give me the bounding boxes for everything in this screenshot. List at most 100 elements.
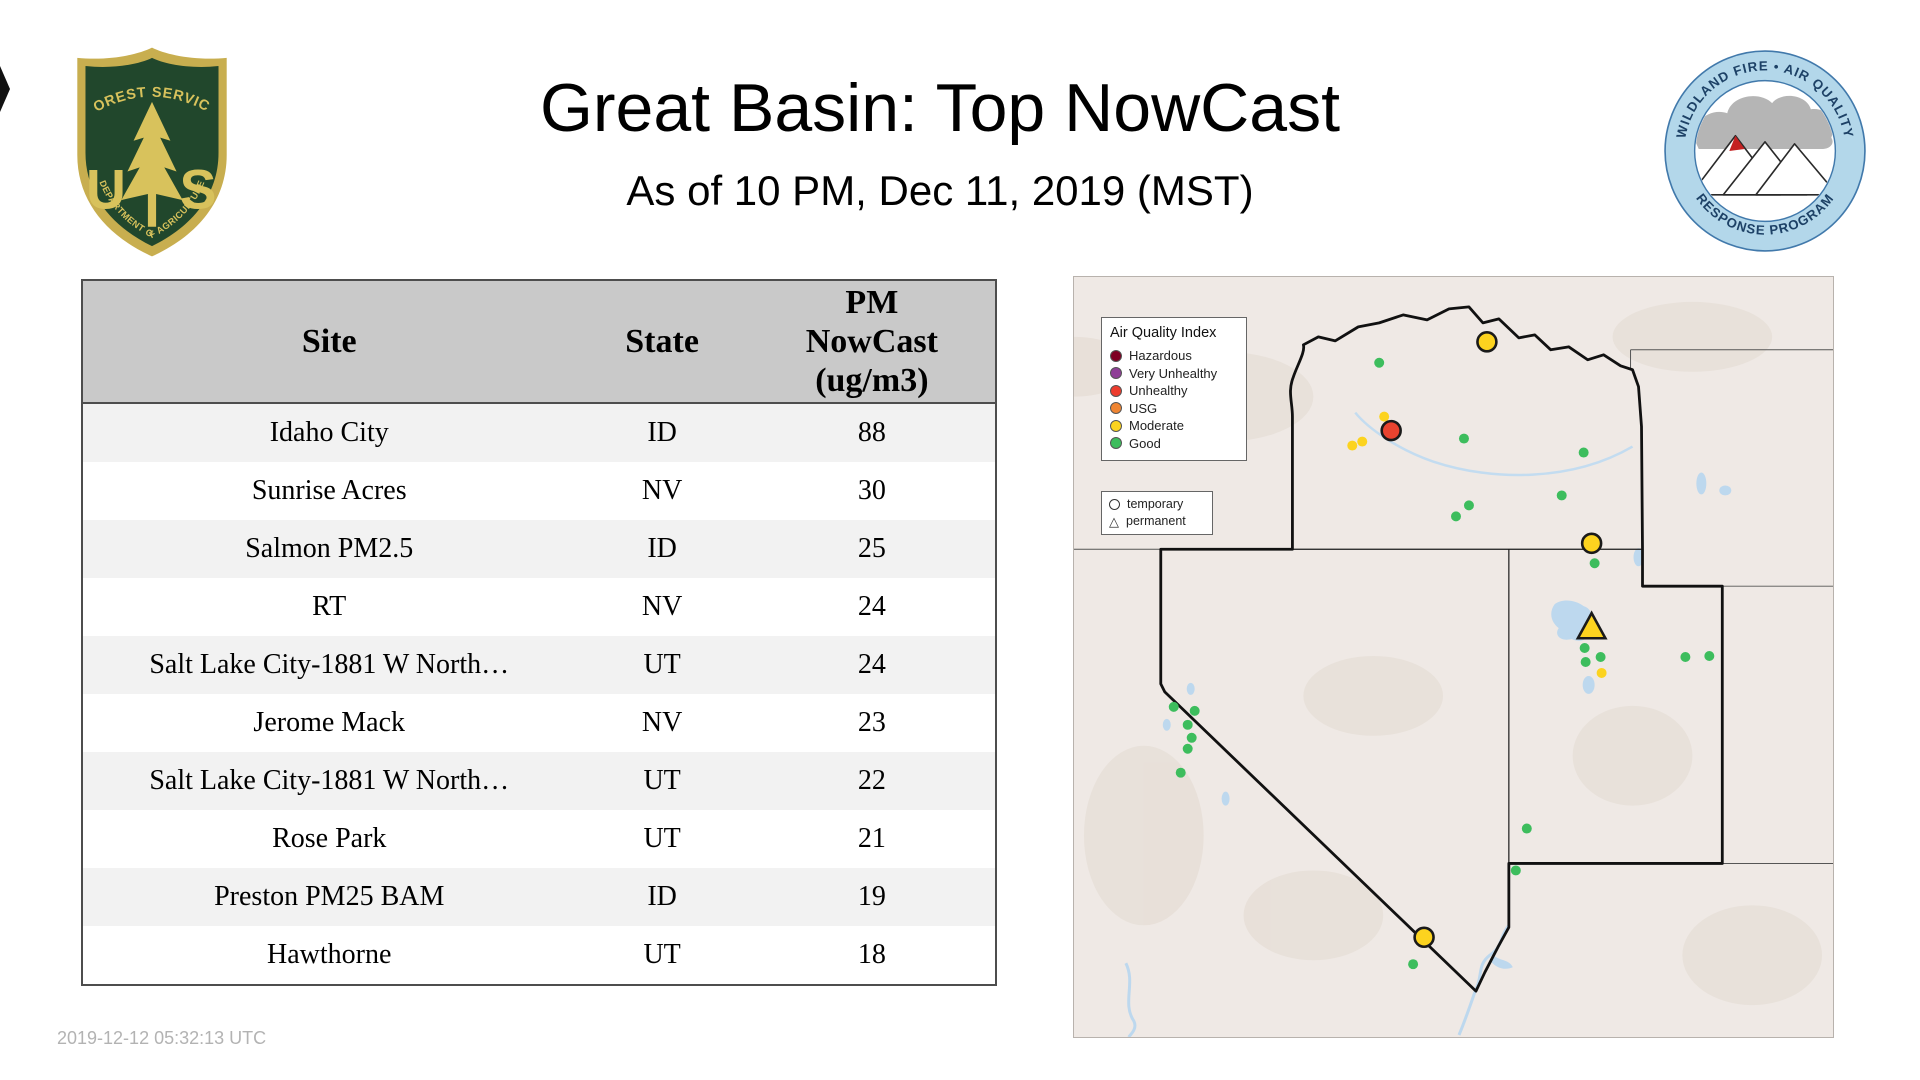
aqi-swatch-icon — [1110, 437, 1122, 450]
marker-good-circle — [1175, 767, 1186, 778]
marker-good-circle — [1510, 865, 1521, 876]
marker-good-circle — [1186, 732, 1197, 743]
site-cell: Sunrise Acres — [251, 475, 407, 506]
marker-good-circle — [1580, 657, 1591, 667]
table-row: Sunrise Acres NV 30 — [83, 462, 995, 520]
usfs-letter-s: S — [180, 158, 217, 220]
marker-moderate-circle — [1596, 667, 1607, 678]
marker-unhealthy-circle — [1380, 419, 1402, 442]
temporary-label: temporary — [1127, 497, 1184, 511]
table-row: Salt Lake City-1881 W North… UT 22 — [83, 752, 995, 810]
aqi-swatch-icon — [1110, 419, 1122, 432]
pm-cell: 24 — [857, 649, 886, 680]
marker-good-circle — [1578, 447, 1589, 458]
aqi-legend-item: Good — [1110, 435, 1238, 453]
usfs-letter-u: U — [86, 158, 126, 220]
temporary-legend-row: temporary — [1109, 496, 1205, 513]
marker-good-circle — [1589, 558, 1600, 569]
site-cell: Preston PM25 BAM — [214, 881, 445, 912]
pm-cell: 23 — [857, 707, 886, 738]
marker-good-circle — [1408, 959, 1419, 970]
aqi-legend-label: Very Unhealthy — [1129, 365, 1218, 381]
state-cell: UT — [643, 765, 681, 796]
screen-edge-artifact — [0, 66, 10, 112]
site-cell: Salt Lake City-1881 W North… — [149, 765, 510, 796]
flame-icon — [1729, 135, 1745, 151]
marker-good-circle — [1182, 719, 1193, 730]
aqi-legend-item: Unhealthy — [1110, 382, 1238, 400]
aqi-legend-label: USG — [1129, 400, 1158, 416]
title-block: Great Basin: Top NowCast As of 10 PM, De… — [260, 70, 1620, 214]
aqi-legend-label: Hazardous — [1129, 348, 1192, 363]
wfaqrp-logo: WILDLAND FIRE • AIR QUALITY RESPONSE PRO… — [1662, 48, 1868, 254]
aqi-legend-item: USG — [1110, 400, 1238, 418]
temporary-marker-icon — [1109, 499, 1120, 510]
marker-moderate-triangle — [1575, 610, 1608, 640]
marker-good-circle — [1189, 705, 1200, 716]
site-cell: Salmon PM2.5 — [245, 533, 414, 564]
marker-good-circle — [1704, 651, 1715, 661]
marker-moderate-circle — [1357, 436, 1368, 447]
col-header-pm-nowcast: PM NowCast (ug/m3) — [805, 284, 938, 399]
neighbor-state-borders — [1074, 349, 1833, 864]
mountains-icon — [1695, 134, 1835, 196]
table-row: Hawthorne UT 18 — [83, 926, 995, 984]
permanent-label: permanent — [1126, 514, 1186, 528]
state-cell: NV — [641, 475, 683, 506]
state-cell: NV — [641, 707, 683, 738]
state-cell: UT — [643, 939, 681, 970]
usfs-shield-icon: FOREST SERVICE U S DEPARTMENT OF AGRICUL… — [59, 33, 227, 257]
marker-good-circle — [1451, 511, 1461, 522]
marker-good-circle — [1168, 701, 1179, 712]
table-row: Salmon PM2.5 ID 25 — [83, 520, 995, 578]
col-header-state: State — [625, 322, 699, 360]
table-row: Jerome Mack NV 23 — [83, 694, 995, 752]
marker-moderate-circle — [1347, 440, 1358, 451]
aqi-swatch-icon — [1110, 367, 1122, 380]
state-cell: UT — [643, 823, 681, 854]
site-cell: Rose Park — [272, 823, 387, 854]
aqi-legend-title: Air Quality Index — [1110, 325, 1217, 341]
state-cell: NV — [641, 591, 683, 622]
wfaqrp-logo-icon: WILDLAND FIRE • AIR QUALITY RESPONSE PRO… — [1664, 50, 1866, 252]
site-cell: Hawthorne — [267, 939, 392, 970]
state-cell: ID — [647, 881, 677, 912]
site-cell: Idaho City — [269, 417, 389, 448]
river — [1124, 962, 1137, 1037]
table-row: Idaho City ID 88 — [83, 404, 995, 462]
smoke-icon — [1695, 95, 1833, 149]
pm-cell: 30 — [857, 475, 886, 506]
snake-river — [1354, 411, 1634, 477]
marker-moderate-circle — [1379, 411, 1390, 422]
aqi-legend-item: Very Unhealthy — [1110, 365, 1238, 383]
timestamp: 2019-12-12 05:32:13 UTC — [57, 1028, 267, 1048]
marker-good-circle — [1579, 643, 1590, 654]
table-row: RT NV 24 — [83, 578, 995, 636]
marker-good-circle — [1458, 433, 1469, 444]
aqi-swatch-icon — [1110, 384, 1122, 397]
table-body: Idaho City ID 88 Sunrise Acres NV 30 Sal… — [83, 404, 995, 984]
aqi-legend-item: Hazardous — [1110, 347, 1238, 365]
page-title: Great Basin: Top NowCast — [540, 70, 1340, 146]
permanent-marker-icon: △ — [1109, 514, 1119, 529]
marker-moderate-circle — [1580, 532, 1603, 555]
marker-shape-legend: temporary △ permanent — [1101, 491, 1213, 535]
pm-cell: 18 — [857, 939, 886, 970]
site-cell: Salt Lake City-1881 W North… — [149, 649, 510, 680]
marker-good-circle — [1463, 500, 1474, 511]
aqi-legend-label: Moderate — [1129, 418, 1184, 433]
marker-good-circle — [1182, 743, 1193, 754]
permanent-legend-row: △ permanent — [1109, 513, 1205, 530]
marker-good-circle — [1556, 490, 1567, 501]
great-basin-outline — [1159, 305, 1724, 993]
table-row: Preston PM25 BAM ID 19 — [83, 868, 995, 926]
marker-moderate-circle — [1413, 926, 1435, 949]
table-row: Rose Park UT 21 — [83, 810, 995, 868]
aqi-legend: Air Quality Index Hazardous Very Unhealth… — [1101, 317, 1247, 461]
marker-moderate-circle — [1476, 331, 1498, 353]
table-row: Salt Lake City-1881 W North… UT 24 — [83, 636, 995, 694]
pm-cell: 88 — [857, 417, 886, 448]
state-cell: UT — [643, 649, 681, 680]
table-header-row: Site State PM NowCast (ug/m3) — [83, 281, 995, 404]
